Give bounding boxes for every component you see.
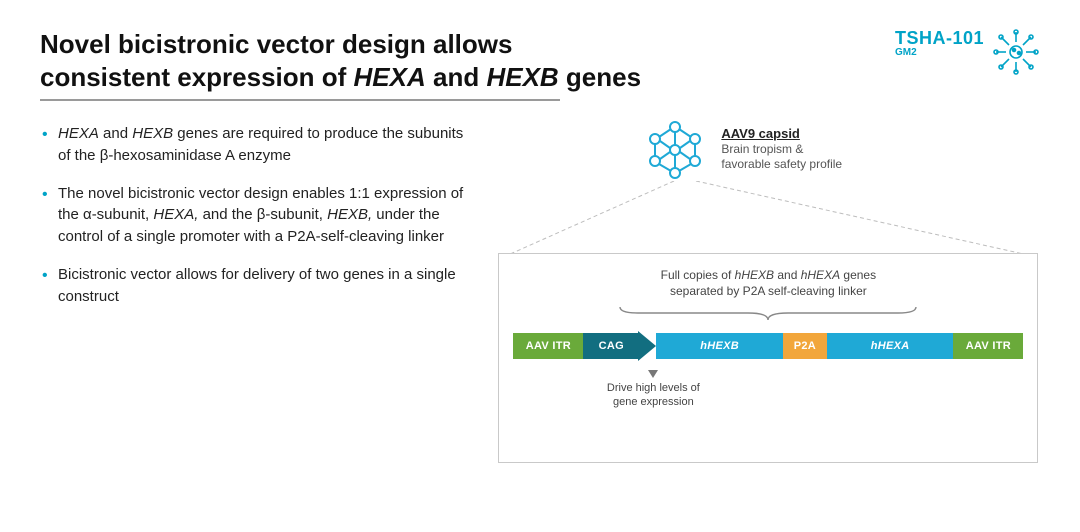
lower-l1: Drive high levels of bbox=[607, 382, 700, 394]
title-line2-pre: consistent expression of bbox=[40, 62, 354, 92]
neuron-icon bbox=[992, 28, 1040, 76]
capsid-block: AAV9 capsid Brain tropism & favorable sa… bbox=[643, 117, 842, 181]
capsid-title: AAV9 capsid bbox=[721, 126, 842, 142]
seg-aav-itr-right: AAV ITR bbox=[953, 333, 1023, 359]
title-gene2: HEXB bbox=[486, 62, 558, 92]
lower-caption-block: Drive high levels of gene expression bbox=[583, 366, 723, 410]
capsid-sub2: favorable safety profile bbox=[721, 157, 842, 172]
bullet-text: and the β-subunit, bbox=[198, 206, 327, 223]
header-row: Novel bicistronic vector design allows c… bbox=[40, 28, 1040, 101]
cap-l2: separated by P2A self-cleaving linker bbox=[670, 284, 867, 298]
bullet-italic: HEXA, bbox=[153, 206, 198, 223]
body-row: HEXA and HEXB genes are required to prod… bbox=[40, 123, 1040, 483]
brand-block: TSHA-101 GM2 bbox=[895, 28, 1040, 76]
bullet-text: Bicistronic vector allows for delivery o… bbox=[58, 266, 456, 305]
bullet-italic: HEXB bbox=[132, 125, 173, 142]
vector-construct: AAV ITR CAG hHEXB P2A hHEXA AAV ITR bbox=[513, 333, 1023, 359]
seg-hhexa: hHEXA bbox=[827, 333, 954, 359]
lower-l2: gene expression bbox=[613, 396, 694, 408]
bullet-italic: HEXB, bbox=[327, 206, 372, 223]
diagram-area: AAV9 capsid Brain tropism & favorable sa… bbox=[488, 123, 1040, 483]
seg-aav-itr-left: AAV ITR bbox=[513, 333, 583, 359]
title-line2-post: genes bbox=[559, 62, 641, 92]
capsid-sub1: Brain tropism & bbox=[721, 142, 842, 157]
construct-panel: Full copies of hHEXB and hHEXA genes sep… bbox=[498, 253, 1038, 463]
bullet-text: and bbox=[99, 125, 132, 142]
seg-p2a: P2A bbox=[783, 333, 827, 359]
bullet-item: HEXA and HEXB genes are required to prod… bbox=[40, 123, 478, 167]
title-line1: Novel bicistronic vector design allows bbox=[40, 29, 512, 59]
brand-code: TSHA-101 bbox=[895, 28, 984, 49]
capsid-icon bbox=[643, 117, 707, 181]
promoter-arrow-icon bbox=[638, 331, 656, 361]
title-and: and bbox=[426, 62, 487, 92]
bullet-italic: HEXA bbox=[58, 125, 99, 142]
title-underline bbox=[40, 99, 560, 101]
capsid-label: AAV9 capsid Brain tropism & favorable sa… bbox=[721, 126, 842, 172]
cap-l1-post: genes bbox=[840, 268, 876, 282]
bullet-item: The novel bicistronic vector design enab… bbox=[40, 183, 478, 248]
caret-down-icon bbox=[648, 370, 658, 378]
title-gene1: HEXA bbox=[354, 62, 426, 92]
seg-cag: CAG bbox=[583, 333, 639, 359]
panel-caption: Full copies of hHEXB and hHEXA genes sep… bbox=[499, 268, 1037, 299]
cap-l1-i1: hHEXB bbox=[735, 268, 774, 282]
cap-l1-i2: hHEXA bbox=[801, 268, 840, 282]
slide-title: Novel bicistronic vector design allows c… bbox=[40, 28, 641, 93]
cap-l1-mid: and bbox=[774, 268, 801, 282]
title-block: Novel bicistronic vector design allows c… bbox=[40, 28, 641, 101]
cone-lines bbox=[498, 181, 1038, 255]
cap-l1-pre: Full copies of bbox=[661, 268, 735, 282]
slide: Novel bicistronic vector design allows c… bbox=[0, 0, 1080, 532]
seg-hhexb: hHEXB bbox=[656, 333, 783, 359]
bullet-item: Bicistronic vector allows for delivery o… bbox=[40, 264, 478, 308]
curly-bracket-icon bbox=[618, 305, 918, 321]
bullet-list: HEXA and HEXB genes are required to prod… bbox=[40, 123, 478, 483]
